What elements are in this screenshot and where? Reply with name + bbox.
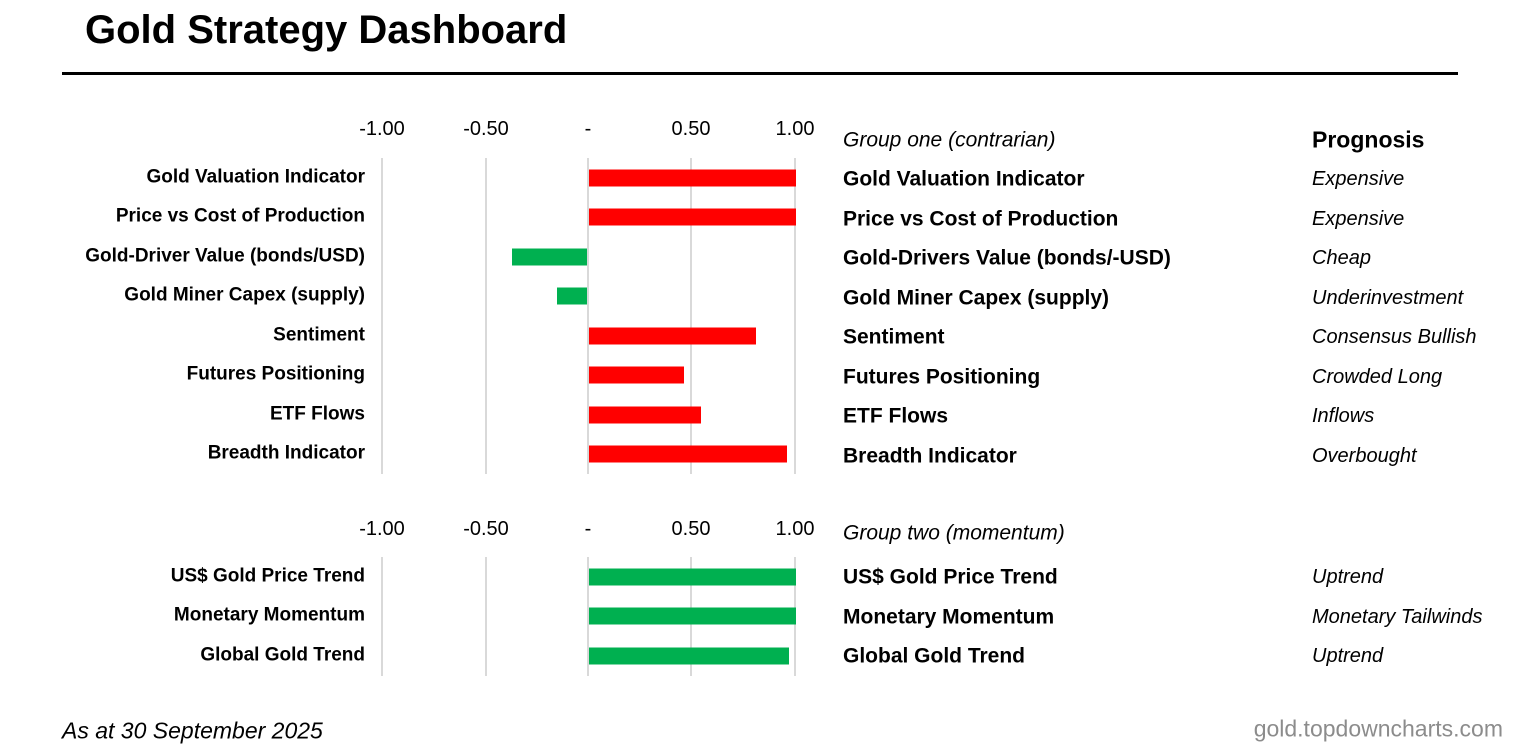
category-label: Gold-Driver Value (bonds/USD): [85, 245, 365, 267]
axis-tick: -1.00: [359, 518, 405, 540]
source-site: gold.topdowncharts.com: [1253, 715, 1503, 742]
title-underline: [62, 72, 1458, 75]
prognosis-value: Underinvestment: [1312, 286, 1464, 309]
indicator-name: US$ Gold Price Trend: [843, 565, 1058, 589]
bar: [589, 607, 796, 625]
prognosis-value: Crowded Long: [1312, 365, 1443, 388]
indicator-name: ETF Flows: [843, 404, 948, 428]
category-label: US$ Gold Price Trend: [170, 565, 365, 587]
prognosis-value: Cheap: [1312, 247, 1371, 269]
indicator-name: Gold Valuation Indicator: [843, 167, 1085, 191]
axis-tick: 1.00: [775, 518, 815, 540]
prognosis-value: Expensive: [1312, 168, 1405, 190]
page-title: Gold Strategy Dashboard: [85, 8, 568, 52]
prognosis-header: Prognosis: [1312, 126, 1425, 153]
category-label: Monetary Momentum: [173, 604, 365, 626]
bar: [589, 169, 796, 187]
bar: [589, 445, 788, 463]
bar: [557, 287, 587, 305]
prognosis-value: Consensus Bullish: [1312, 326, 1477, 348]
gridline: [690, 158, 692, 474]
indicator-name: Monetary Momentum: [843, 605, 1055, 628]
indicator-name: Breadth Indicator: [843, 444, 1017, 467]
gridline: [485, 158, 487, 474]
category-label: Breadth Indicator: [207, 442, 365, 464]
category-label: Gold Miner Capex (supply): [124, 284, 365, 306]
indicator-name: Price vs Cost of Production: [843, 207, 1119, 230]
gridline: [381, 158, 383, 474]
indicator-name: Futures Positioning: [843, 365, 1041, 388]
bar: [589, 208, 796, 226]
gridline: [794, 158, 796, 474]
category-label: Sentiment: [273, 324, 365, 346]
category-label: Global Gold Trend: [200, 644, 365, 666]
axis-tick: 1.00: [775, 118, 815, 140]
indicator-name: Sentiment: [843, 325, 945, 349]
indicator-name: Global Gold Trend: [843, 644, 1026, 668]
indicator-name: Gold Miner Capex (supply): [843, 286, 1110, 309]
prognosis-value: Monetary Tailwinds: [1312, 605, 1483, 628]
prognosis-value: Expensive: [1312, 207, 1405, 230]
axis-tick: 0.50: [671, 118, 711, 140]
axis-tick: -1.00: [359, 118, 405, 140]
axis-tick: 0.50: [671, 518, 711, 540]
bar: [589, 647, 790, 665]
as-at-date: As at 30 September 2025: [62, 717, 323, 744]
prognosis-value: Uptrend: [1312, 566, 1384, 588]
bar: [589, 568, 796, 586]
category-label: ETF Flows: [270, 403, 365, 425]
prognosis-value: Overbought: [1312, 444, 1417, 467]
group-two-header: Group two (momentum): [843, 521, 1065, 545]
category-label: Futures Positioning: [186, 363, 365, 385]
indicator-name: Gold-Drivers Value (bonds/-USD): [843, 246, 1171, 270]
gridline: [381, 557, 383, 676]
axis-tick: -: [584, 118, 592, 140]
axis-tick: -: [584, 518, 592, 540]
axis-tick: -0.50: [463, 118, 509, 140]
category-label: Gold Valuation Indicator: [146, 166, 365, 188]
bar: [589, 366, 684, 384]
prognosis-value: Inflows: [1312, 405, 1375, 427]
gridline: [587, 557, 589, 676]
bar: [511, 248, 587, 266]
bar: [589, 406, 701, 424]
category-label: Price vs Cost of Production: [115, 205, 365, 227]
bar: [589, 327, 757, 345]
gridline: [587, 158, 589, 474]
axis-tick: -0.50: [463, 518, 509, 540]
group-one-header: Group one (contrarian): [843, 128, 1056, 152]
prognosis-value: Uptrend: [1312, 645, 1384, 667]
gridline: [485, 557, 487, 676]
